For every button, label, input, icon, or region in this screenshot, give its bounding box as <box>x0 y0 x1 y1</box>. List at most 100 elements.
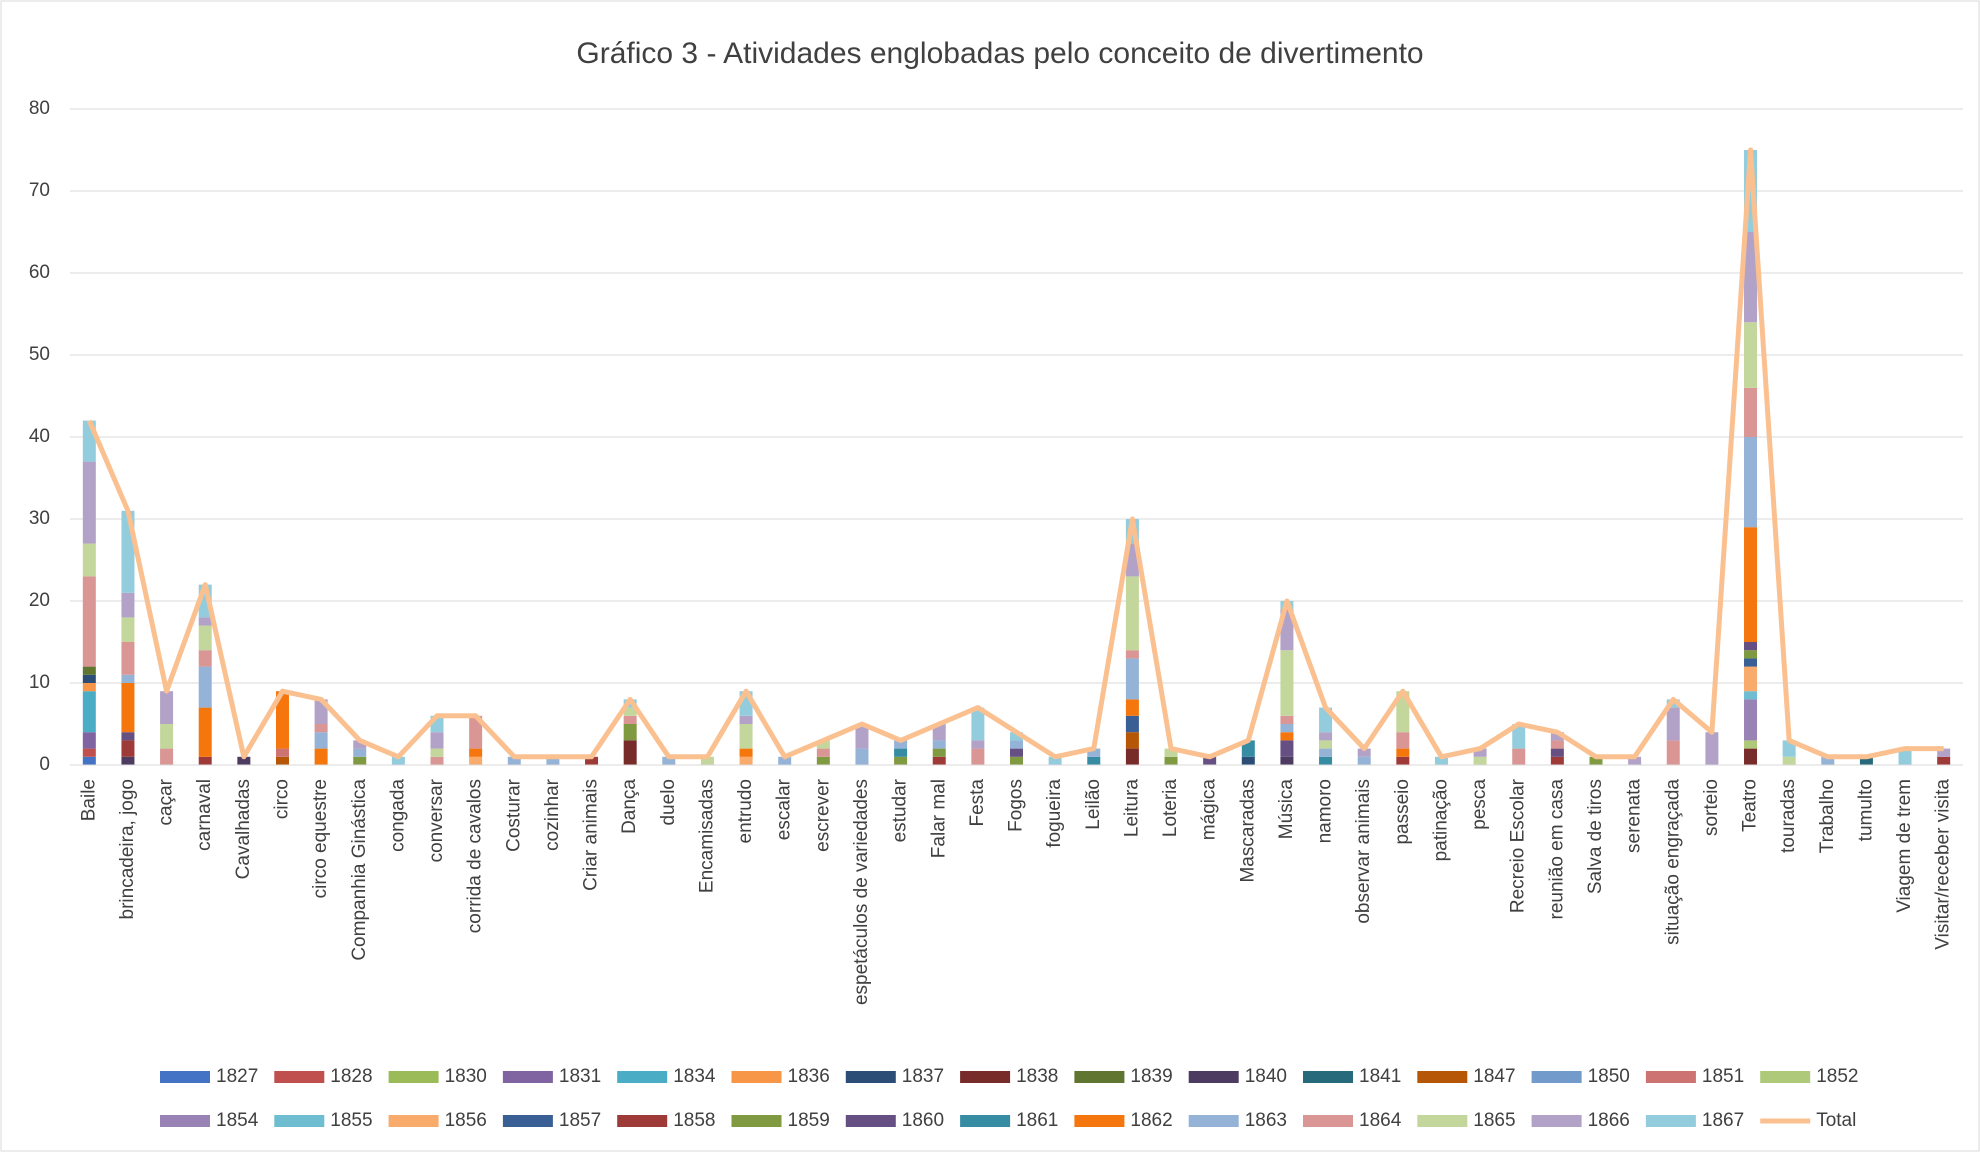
bar-segment <box>82 756 96 765</box>
bar-segment <box>469 756 483 765</box>
bar-segment <box>314 748 328 765</box>
bar-segment <box>1744 699 1758 741</box>
legend-label: 1861 <box>1016 1110 1058 1131</box>
bar-segment <box>1744 691 1758 700</box>
bar-segment <box>585 756 599 765</box>
bar-segment <box>1010 740 1023 749</box>
bar-segment <box>82 543 96 577</box>
bar-segment <box>1744 232 1758 323</box>
bar-segment <box>430 732 444 749</box>
bar-segment <box>739 748 753 757</box>
x-tick-label: pesca <box>1469 779 1490 830</box>
x-tick-label: touradas <box>1778 779 1799 853</box>
x-tick-label: Companhia Ginástica <box>349 779 370 961</box>
bar-segment <box>430 756 444 765</box>
bar-segment <box>932 724 946 741</box>
bar-segment <box>82 748 96 757</box>
x-tick-label: Música <box>1276 779 1297 840</box>
x-tick-label: situação engraçada <box>1662 779 1683 945</box>
x-tick-label: espetáculos de variedades <box>851 779 872 1005</box>
bar-segment <box>1125 699 1139 716</box>
bar-segment <box>623 715 637 724</box>
bar-segment <box>1010 756 1023 765</box>
y-tick-label: 50 <box>29 344 50 365</box>
bar-segment <box>1125 732 1139 749</box>
legend-swatch <box>388 1071 439 1083</box>
bar-segment <box>778 756 792 765</box>
bar-segment <box>82 683 96 692</box>
bar-segment <box>353 756 367 765</box>
x-tick-label: Trabalho <box>1817 779 1838 853</box>
bar-segment <box>160 691 174 724</box>
legend-label: Total <box>1816 1110 1856 1131</box>
bar-segment <box>894 748 908 757</box>
bar-segment <box>1280 715 1294 724</box>
bar-segment <box>121 732 135 741</box>
legend-label: 1839 <box>1130 1066 1172 1087</box>
bar-segment <box>275 756 289 765</box>
bar-segment <box>1357 756 1371 765</box>
bar-segment <box>1744 740 1758 749</box>
y-tick-label: 20 <box>29 590 50 611</box>
legend-swatch <box>1760 1071 1811 1083</box>
legend-label: 1828 <box>330 1066 372 1087</box>
bar-segment <box>198 666 212 708</box>
bar-segment <box>1010 748 1023 757</box>
bar-segment <box>121 617 135 642</box>
x-tick-label: carnaval <box>194 779 215 851</box>
bar-segment <box>121 592 135 618</box>
legend-swatch <box>1188 1071 1239 1083</box>
x-tick-label: Leilão <box>1083 779 1104 830</box>
x-tick-label: reunião em casa <box>1546 779 1567 920</box>
legend-label: 1838 <box>1016 1066 1058 1087</box>
legend-label: 1858 <box>673 1110 715 1131</box>
legend-swatch <box>1645 1115 1696 1127</box>
legend-label: 1836 <box>788 1066 830 1087</box>
bar-segment <box>237 756 251 765</box>
y-tick-label: 0 <box>39 754 50 775</box>
bar-segment <box>82 461 96 544</box>
legend-swatch <box>1303 1071 1353 1083</box>
legend-label: 1837 <box>902 1066 944 1087</box>
x-tick-label: namoro <box>1315 779 1336 843</box>
bar-segment <box>816 740 830 749</box>
legend-swatch <box>845 1071 896 1083</box>
legend-swatch <box>960 1071 1011 1083</box>
bar-segment <box>623 724 637 741</box>
x-tick-label: Salva de tiros <box>1585 779 1606 894</box>
bar-segment <box>1473 748 1487 757</box>
x-tick-label: Mascaradas <box>1237 779 1258 883</box>
bar-segment <box>275 748 289 757</box>
legend-label: 1867 <box>1702 1110 1744 1131</box>
bar-segment <box>198 707 212 757</box>
x-tick-label: Visitar/receber visita <box>1933 779 1954 950</box>
bar-segment <box>121 642 135 675</box>
x-tick-label: Festa <box>967 779 988 827</box>
bar-segment <box>353 748 367 757</box>
legend-swatch <box>502 1115 553 1127</box>
x-tick-label: serenata <box>1624 779 1645 853</box>
bar-segment <box>430 748 444 757</box>
bar-segment <box>623 707 637 716</box>
legend-label: 1863 <box>1245 1110 1287 1131</box>
legend-label: 1834 <box>673 1066 716 1087</box>
bar-segment <box>1744 658 1758 667</box>
bar-segment <box>121 683 135 733</box>
bar-segment <box>662 756 676 765</box>
bar-segment <box>1937 756 1951 765</box>
bar-segment <box>1744 527 1758 642</box>
bar-segment <box>469 715 483 749</box>
bar-segment <box>1859 756 1873 765</box>
bar-segment <box>1319 748 1333 757</box>
bar-segment <box>739 715 753 724</box>
x-tick-label: Recreio Escolar <box>1508 778 1529 913</box>
bar-segment <box>932 756 946 765</box>
x-tick-label: patinação <box>1430 779 1451 861</box>
bar-segment <box>1666 707 1680 741</box>
bar-segment <box>739 724 753 749</box>
bar-segment <box>1434 756 1448 765</box>
bar-segment <box>1203 756 1217 765</box>
y-tick-label: 70 <box>29 180 50 201</box>
legend-swatch <box>1303 1115 1353 1127</box>
